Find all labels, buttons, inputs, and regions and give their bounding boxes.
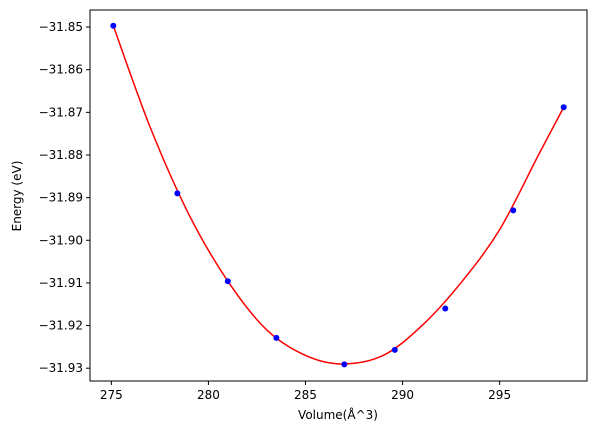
data-point [341, 361, 348, 368]
data-point [391, 346, 398, 353]
y-axis-label: Energy (eV) [10, 161, 24, 232]
y-tick-label: −31.92 [39, 319, 83, 333]
y-tick-label: −31.86 [39, 63, 83, 77]
fit-curve-line [112, 25, 565, 365]
data-point [510, 207, 517, 214]
series-layer [110, 22, 567, 368]
y-tick-label: −31.85 [39, 20, 83, 34]
x-axis-label: Volume(Å^3) [298, 407, 378, 422]
y-axis-ticks: −31.85 −31.86 −31.87 −31.88 −31.89 −31.90 −31.… [39, 20, 90, 375]
x-axis-ticks: 275 280 285 290 295 [100, 381, 511, 402]
data-point [273, 334, 280, 341]
data-point [560, 104, 567, 111]
y-tick-label: −31.89 [39, 191, 83, 205]
x-tick-label: 285 [294, 388, 317, 402]
y-tick-label: −31.90 [39, 233, 83, 247]
y-tick-label: −31.93 [39, 361, 83, 375]
x-tick-label: 280 [197, 388, 220, 402]
data-point [442, 305, 449, 312]
data-point [224, 278, 231, 285]
x-tick-label: 275 [100, 388, 123, 402]
x-tick-label: 290 [391, 388, 414, 402]
data-point [110, 22, 117, 29]
y-tick-label: −31.87 [39, 105, 83, 119]
y-tick-label: −31.88 [39, 148, 83, 162]
data-point [174, 190, 181, 197]
y-tick-label: −31.91 [39, 276, 83, 290]
x-tick-label: 295 [488, 388, 511, 402]
plot-area-frame [89, 9, 588, 382]
